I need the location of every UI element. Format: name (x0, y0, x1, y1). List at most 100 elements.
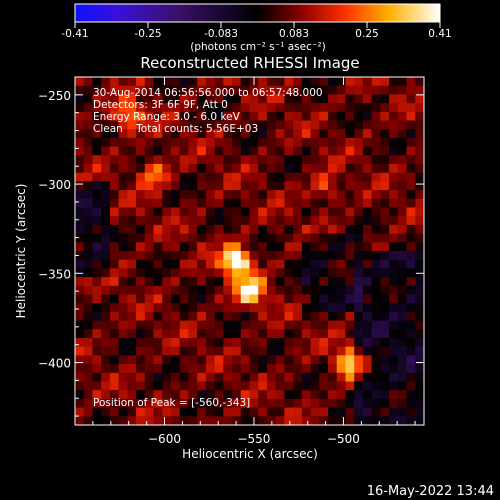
heatmap-cell (83, 103, 94, 113)
heatmap-cell (293, 416, 303, 425)
heatmap-cell (144, 207, 155, 217)
heatmap-cell (301, 216, 312, 226)
heatmap-cell (101, 320, 111, 330)
heatmap-cell (397, 190, 408, 200)
heatmap-cell (389, 346, 399, 356)
heatmap-cell (275, 103, 285, 113)
heatmap-cell (197, 181, 207, 191)
heatmap-cell (284, 416, 294, 425)
plot-area: −600 −550 −500−250−300−350−400 (38, 76, 425, 446)
heatmap-cell (197, 277, 207, 287)
heatmap-cell (406, 198, 416, 209)
heatmap-cell (336, 164, 347, 174)
heatmap-cell (214, 146, 224, 156)
heatmap-cell (336, 172, 347, 182)
heatmap-cell (223, 216, 233, 226)
heatmap-cell (328, 233, 338, 243)
heatmap-cell (397, 251, 408, 261)
heatmap-cell (345, 216, 355, 226)
heatmap-cell (118, 120, 128, 130)
heatmap-cell (301, 285, 312, 296)
heatmap-cell (188, 416, 198, 425)
heatmap-cell (153, 294, 163, 304)
heatmap-cell (397, 77, 408, 87)
heatmap-cell (136, 320, 146, 330)
heatmap-cell (136, 242, 146, 252)
heatmap-cell (232, 207, 242, 217)
heatmap-cell (144, 407, 155, 417)
heatmap-cell (109, 346, 120, 356)
heatmap-cell (249, 381, 259, 391)
heatmap-cell (266, 338, 277, 348)
heatmap-cell (293, 294, 303, 304)
heatmap-cell (75, 111, 85, 122)
heatmap-cell (83, 155, 94, 165)
heatmap-cell (153, 146, 163, 156)
heatmap-cell (362, 268, 373, 278)
heatmap-cell (354, 120, 364, 130)
heatmap-cell (310, 251, 320, 261)
heatmap-cell (258, 398, 268, 409)
heatmap-cell (101, 85, 111, 95)
heatmap-cell (240, 111, 251, 122)
heatmap-cell (380, 137, 390, 148)
heatmap-cell (319, 311, 329, 322)
heatmap-cell (170, 181, 181, 191)
heatmap-cell (275, 216, 285, 226)
heatmap-cell (354, 277, 364, 287)
heatmap-cell (144, 77, 155, 87)
heatmap-cell (144, 277, 155, 287)
heatmap-cell (75, 311, 85, 322)
colorbar-unit-label: (photons cm⁻² s⁻¹ asec⁻²) (190, 41, 325, 53)
heatmap-cell (284, 207, 294, 217)
heatmap-cell (293, 146, 303, 156)
heatmap-cell (214, 137, 224, 148)
heatmap-cell (101, 242, 111, 252)
heatmap-cell (301, 320, 312, 330)
heatmap-cell (389, 216, 399, 226)
heatmap-cell (240, 172, 251, 182)
heatmap-cell (101, 268, 111, 278)
heatmap-cell (249, 164, 259, 174)
heatmap-cell (275, 120, 285, 130)
heatmap-cell (310, 172, 320, 182)
heatmap-cell (275, 172, 285, 182)
heatmap-image (75, 77, 424, 425)
heatmap-cell (223, 338, 233, 348)
heatmap-cell (214, 338, 224, 348)
heatmap-cell (179, 285, 190, 296)
heatmap-cell (188, 251, 198, 261)
heatmap-cell (310, 303, 320, 313)
heatmap-cell (406, 372, 416, 383)
heatmap-cell (275, 372, 285, 383)
heatmap-cell (197, 303, 207, 313)
heatmap-cell (328, 372, 338, 383)
heatmap-cell (336, 77, 347, 87)
heatmap-cell (362, 137, 373, 148)
heatmap-cell (336, 268, 347, 278)
heatmap-cell (249, 120, 259, 130)
heatmap-cell (101, 233, 111, 243)
heatmap-cell (240, 338, 251, 348)
heatmap-cell (293, 381, 303, 391)
heatmap-cell (153, 77, 163, 87)
heatmap-cell (83, 259, 94, 269)
heatmap-cell (197, 338, 207, 348)
heatmap-cell (415, 372, 424, 383)
heatmap-cell (188, 155, 198, 165)
heatmap-cell (293, 198, 303, 209)
heatmap-cell (109, 251, 120, 261)
heatmap-cell (179, 268, 190, 278)
heatmap-cell (301, 181, 312, 191)
heatmap-cell (232, 137, 242, 148)
heatmap-cell (293, 285, 303, 296)
heatmap-cell (362, 381, 373, 391)
heatmap-cell (92, 311, 102, 322)
heatmap-cell (144, 346, 155, 356)
heatmap-cell (170, 364, 181, 374)
heatmap-cell (362, 164, 373, 174)
heatmap-cell (336, 372, 347, 383)
heatmap-cell (92, 416, 102, 425)
heatmap-cell (328, 285, 338, 296)
heatmap-cell (397, 85, 408, 95)
